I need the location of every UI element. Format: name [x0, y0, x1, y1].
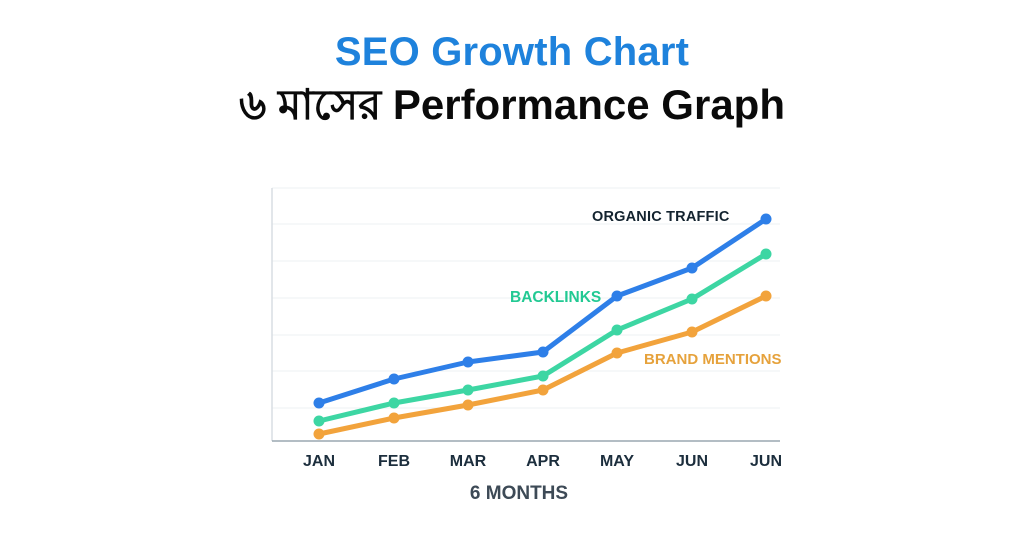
svg-text:ORGANIC TRAFFIC: ORGANIC TRAFFIC [592, 209, 730, 225]
svg-text:APR: APR [526, 453, 560, 470]
svg-text:FEB: FEB [378, 453, 410, 470]
svg-text:JUN: JUN [750, 453, 782, 470]
svg-text:JUN: JUN [676, 453, 708, 470]
svg-text:MAY: MAY [600, 453, 634, 470]
svg-text:MAR: MAR [450, 453, 487, 470]
svg-text:6 MONTHS: 6 MONTHS [470, 483, 568, 504]
svg-text:BACKLINKS: BACKLINKS [510, 289, 601, 306]
svg-text:JAN: JAN [303, 453, 335, 470]
svg-text:BRAND MENTIONS: BRAND MENTIONS [644, 351, 782, 368]
